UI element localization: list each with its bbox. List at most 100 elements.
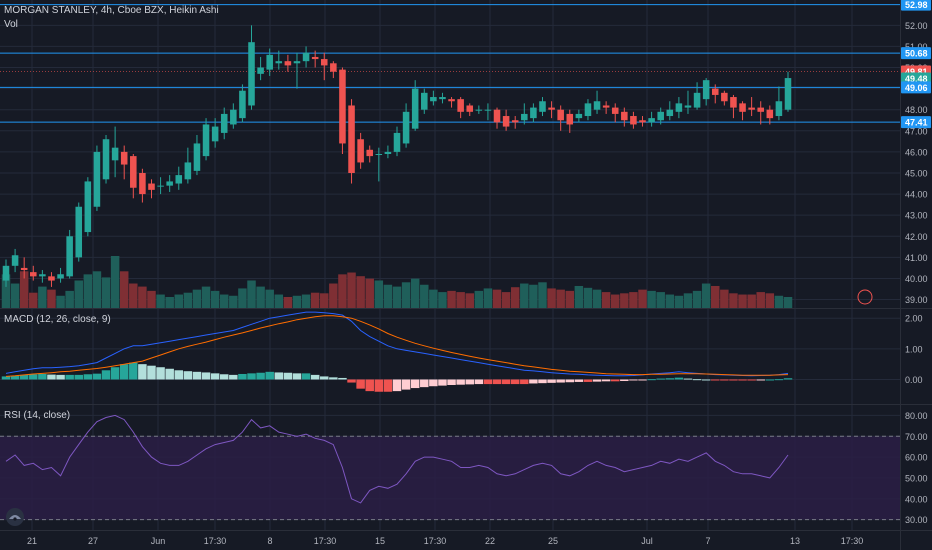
- price-tick-label: 45.00: [905, 168, 928, 178]
- macd-histogram-bar: [692, 379, 702, 381]
- volume-bar: [192, 289, 202, 308]
- macd-histogram-bar: [520, 379, 529, 385]
- candle: [539, 97, 546, 117]
- candle-body: [602, 105, 610, 108]
- volume-bar: [738, 294, 747, 308]
- volume-bar: [410, 278, 420, 308]
- volume-bar: [656, 292, 665, 308]
- macd-histogram-bar: [74, 374, 83, 380]
- price-tick-label: 51.00: [905, 42, 928, 52]
- volume-bar: [229, 295, 238, 308]
- macd-histogram-bar: [738, 379, 747, 381]
- candle: [430, 90, 437, 106]
- volume-bar: [156, 294, 165, 308]
- price-label-text: 52.98: [905, 0, 928, 10]
- volume-bar: [92, 271, 102, 308]
- macd-histogram-bar: [229, 374, 238, 380]
- macd-histogram-bar: [201, 372, 211, 380]
- candle-body: [148, 183, 155, 190]
- volume-bar: [374, 280, 384, 308]
- macd-tick-label: 1.00: [905, 344, 923, 354]
- macd-histogram-bar: [10, 375, 20, 380]
- macd-histogram-bar: [238, 373, 247, 380]
- candle: [684, 90, 692, 114]
- candle-body: [311, 56, 319, 60]
- candle: [266, 48, 273, 76]
- time-tick-label: Jul: [641, 536, 653, 546]
- volume-bar: [629, 292, 638, 308]
- volume-bar: [583, 287, 593, 308]
- rsi-tick-label: 80.00: [905, 411, 928, 421]
- volume-bar: [701, 283, 711, 308]
- time-tick-label: 21: [27, 536, 37, 546]
- candle: [548, 101, 555, 119]
- candle-body: [711, 88, 719, 95]
- earnings-marker: [857, 289, 873, 305]
- candle-body: [521, 113, 528, 121]
- volume-bar: [747, 294, 756, 308]
- price-tick-label: 42.00: [905, 232, 928, 242]
- macd-histogram-bar: [1, 376, 11, 380]
- candle-body: [766, 109, 774, 119]
- candle-body: [139, 172, 146, 195]
- volume-bar: [683, 293, 693, 308]
- volume-bar: [274, 294, 284, 308]
- macd-histogram-bar: [56, 374, 65, 380]
- candle: [566, 109, 574, 133]
- candle: [784, 71, 792, 112]
- candle-body: [184, 162, 192, 180]
- candle: [20, 257, 28, 279]
- candle-body: [75, 206, 83, 258]
- candle: [621, 107, 628, 127]
- price-tick-label: 47.00: [905, 126, 928, 136]
- price-tick-label: 52.00: [905, 21, 928, 31]
- candle: [511, 116, 519, 129]
- macd-histogram-bar: [765, 379, 775, 381]
- macd-histogram-bar: [265, 371, 274, 380]
- candle-body: [48, 276, 55, 281]
- candle: [721, 90, 728, 106]
- price-label-badge: 47.41: [901, 116, 931, 129]
- candle-body: [448, 99, 455, 102]
- price-label-text: 49.81: [905, 67, 928, 77]
- candle-body: [639, 120, 646, 123]
- candle-body: [248, 42, 255, 106]
- candle: [348, 99, 355, 184]
- candle: [111, 126, 119, 178]
- price-tick-label: 41.00: [905, 253, 928, 263]
- candle-body: [384, 151, 392, 154]
- candle: [102, 135, 110, 184]
- macd-histogram-bar: [529, 379, 538, 384]
- candle: [320, 52, 328, 81]
- macd-histogram-bar: [401, 379, 411, 390]
- candle-body: [548, 107, 555, 110]
- candle: [611, 103, 619, 123]
- rsi-layer: [5, 414, 789, 504]
- price-tick-label: 39.00: [905, 295, 928, 305]
- macd-tick-label: 2.00: [905, 314, 923, 324]
- candle-body: [66, 236, 73, 277]
- candle-body: [84, 181, 92, 233]
- macd-histogram-bar: [501, 379, 511, 385]
- price-label-badge: 49.06: [901, 81, 931, 94]
- volume-bar: [529, 284, 538, 308]
- candle-body: [575, 113, 583, 119]
- macd-histogram-bar: [456, 379, 465, 385]
- macd-histogram-bar: [392, 379, 402, 392]
- candle: [311, 50, 319, 68]
- macd-histogram-bar: [747, 379, 756, 381]
- tradingview-logo-icon[interactable]: [6, 508, 24, 526]
- macd-histogram-bar: [465, 379, 474, 385]
- macd-histogram-bar: [329, 377, 338, 380]
- time-tick-label: 27: [88, 536, 98, 546]
- time-tick-label: 15: [375, 536, 385, 546]
- macd-histogram-bar: [110, 367, 120, 380]
- macd-histogram-bar: [538, 379, 547, 384]
- price-tick-label: 48.00: [905, 105, 928, 115]
- volume-bar: [465, 293, 474, 308]
- volume-bar: [565, 290, 575, 308]
- candle: [466, 103, 474, 117]
- macd-histogram-bar: [83, 374, 93, 380]
- price-label-bg: [901, 0, 931, 11]
